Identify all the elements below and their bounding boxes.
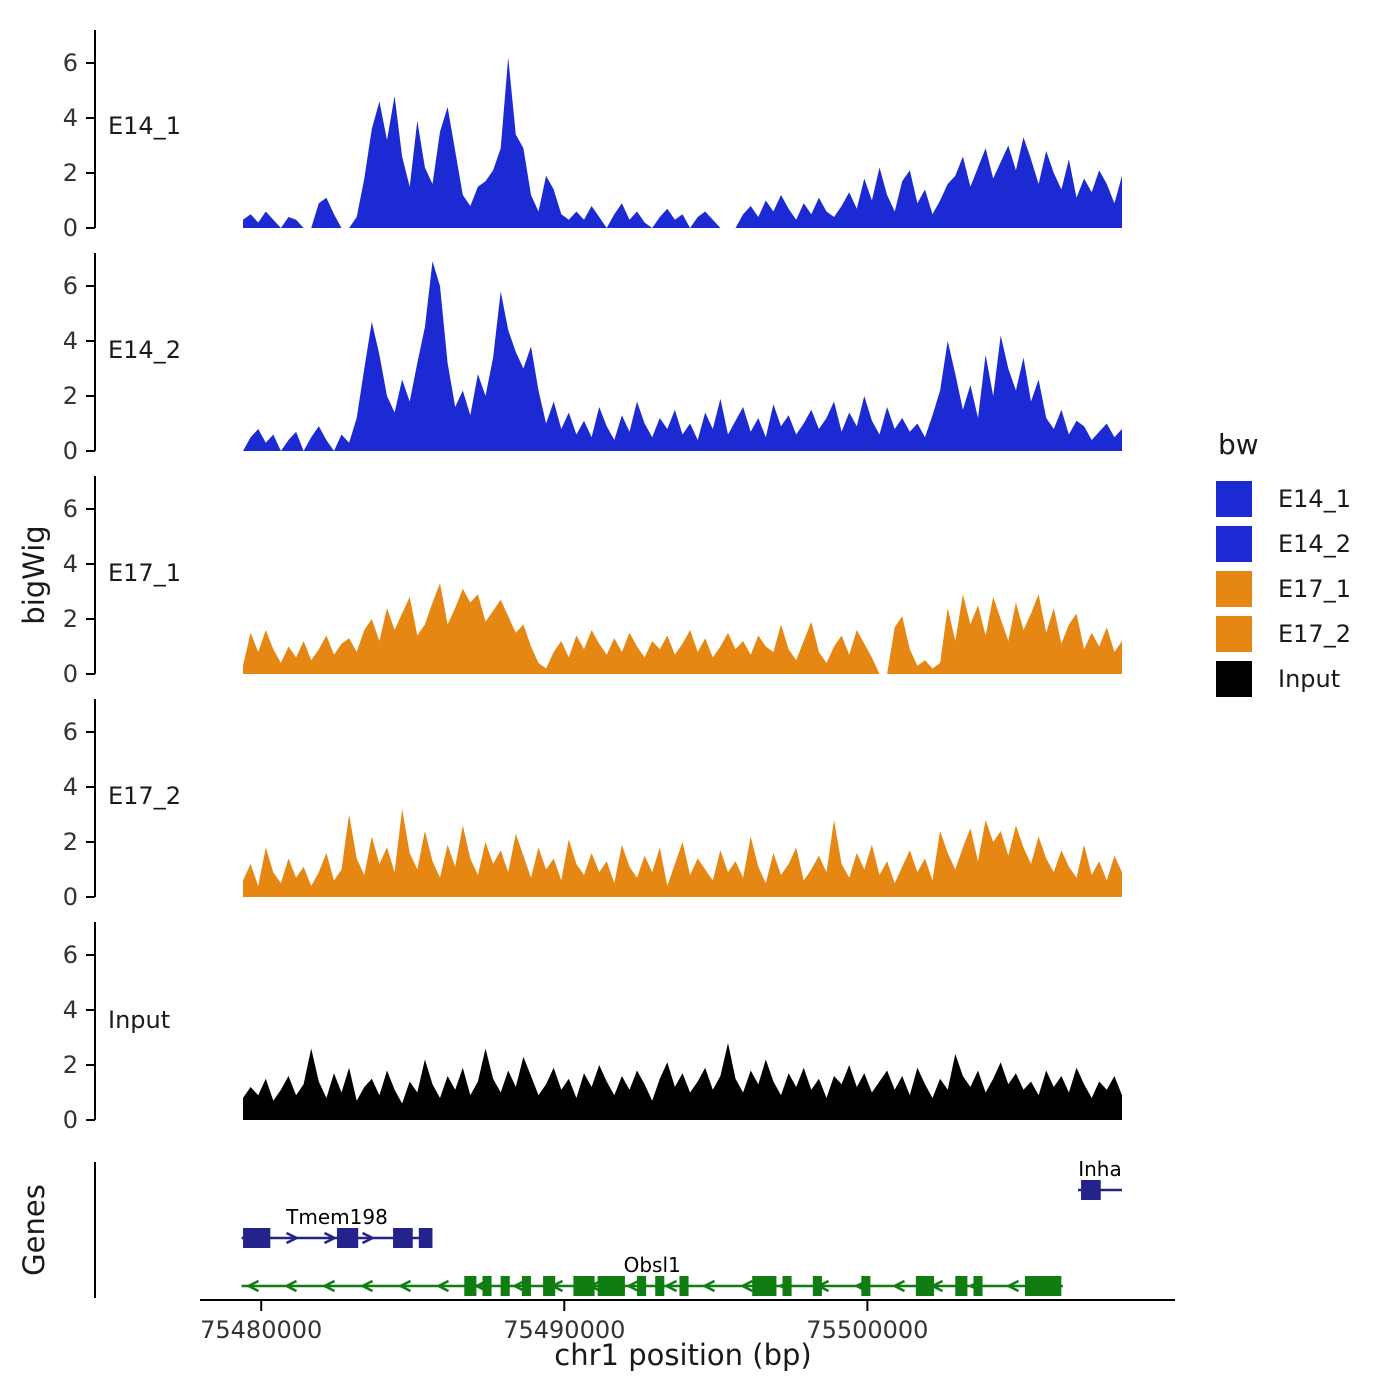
track-label-e14-2: E14_2 bbox=[108, 336, 181, 364]
y-tick-label: 4 bbox=[63, 996, 78, 1024]
strand-arrow-icon bbox=[397, 1279, 412, 1293]
strand-arrow-icon bbox=[361, 1231, 376, 1245]
gene-exon-Obsl1 bbox=[482, 1276, 492, 1296]
strand-arrow-icon bbox=[511, 1279, 526, 1293]
legend-swatch bbox=[1216, 661, 1252, 697]
gene-exon-Tmem198 bbox=[336, 1228, 359, 1248]
gene-exon-Obsl1 bbox=[464, 1276, 477, 1296]
gene-label-Inha: Inha bbox=[1078, 1157, 1122, 1181]
gene-exon-Obsl1 bbox=[679, 1276, 689, 1296]
y-tick-label: 2 bbox=[63, 828, 78, 856]
legend-swatch bbox=[1216, 481, 1252, 517]
legend-swatch bbox=[1216, 616, 1252, 652]
legend-label: E14_2 bbox=[1278, 530, 1351, 558]
y-tick-label: 0 bbox=[63, 214, 78, 242]
y-tick-label: 0 bbox=[63, 1106, 78, 1134]
gene-exon-Obsl1 bbox=[1024, 1276, 1062, 1296]
gene-exon-Obsl1 bbox=[637, 1276, 647, 1296]
x-tick-label: 75480000 bbox=[200, 1316, 322, 1344]
strand-arrow-icon bbox=[625, 1279, 640, 1293]
gene-label-Obsl1: Obsl1 bbox=[624, 1253, 681, 1277]
legend-item: E17_2 bbox=[1216, 616, 1351, 652]
gene-exon-Obsl1 bbox=[597, 1276, 625, 1296]
x-tick-label: 75490000 bbox=[503, 1316, 625, 1344]
legend-label: E17_2 bbox=[1278, 620, 1351, 648]
legend-swatch bbox=[1216, 571, 1252, 607]
genes-axis-title: Genes bbox=[17, 1184, 51, 1276]
strand-arrow-icon bbox=[323, 1231, 338, 1245]
y-tick-label: 2 bbox=[63, 605, 78, 633]
coverage-area-E14_1 bbox=[243, 57, 1122, 228]
y-tick-label: 0 bbox=[63, 437, 78, 465]
y-tick-label: 4 bbox=[63, 773, 78, 801]
legend: bw E14_1 E14_2 E17_1 E17_2 Input bbox=[1216, 428, 1351, 706]
gene-exon-Tmem198 bbox=[243, 1228, 271, 1248]
y-tick-label: 0 bbox=[63, 883, 78, 911]
gene-exon-Obsl1 bbox=[521, 1276, 531, 1296]
track-label-e14-1: E14_1 bbox=[108, 112, 181, 140]
y-tick-label: 2 bbox=[63, 1051, 78, 1079]
coverage-area-E14_2 bbox=[243, 261, 1122, 451]
gene-exon-Obsl1 bbox=[973, 1276, 983, 1296]
gene-exon-Obsl1 bbox=[812, 1276, 822, 1296]
coverage-area-E17_1 bbox=[243, 583, 1122, 674]
x-tick-label: 75500000 bbox=[806, 1316, 928, 1344]
track-label-input: Input bbox=[108, 1006, 171, 1034]
y-tick-label: 0 bbox=[63, 660, 78, 688]
strand-arrow-icon bbox=[359, 1279, 374, 1293]
legend-item: E14_2 bbox=[1216, 526, 1351, 562]
y-tick-label: 6 bbox=[63, 941, 78, 969]
strand-arrow-icon bbox=[739, 1279, 754, 1293]
y-axis-title: bigWig bbox=[17, 525, 51, 625]
y-tick-label: 6 bbox=[63, 718, 78, 746]
coverage-area-Input bbox=[243, 1043, 1122, 1120]
gene-exon-Obsl1 bbox=[955, 1276, 968, 1296]
track-label-e17-2: E17_2 bbox=[108, 782, 181, 810]
gene-exon-Tmem198 bbox=[418, 1228, 433, 1248]
gene-label-Tmem198: Tmem198 bbox=[285, 1205, 388, 1229]
legend-title: bw bbox=[1218, 428, 1259, 461]
legend-label: Input bbox=[1278, 665, 1341, 693]
strand-arrow-icon bbox=[321, 1279, 336, 1293]
track-label-e17-1: E17_1 bbox=[108, 559, 181, 587]
y-tick-label: 6 bbox=[63, 272, 78, 300]
strand-arrow-icon bbox=[285, 1231, 300, 1245]
strand-arrow-icon bbox=[435, 1279, 450, 1293]
strand-arrow-icon bbox=[701, 1279, 716, 1293]
coverage-area-E17_2 bbox=[243, 809, 1122, 897]
strand-arrow-icon bbox=[663, 1279, 678, 1293]
legend-swatch bbox=[1216, 526, 1252, 562]
gene-exon-Obsl1 bbox=[752, 1276, 777, 1296]
y-tick-label: 4 bbox=[63, 104, 78, 132]
gene-exon-Obsl1 bbox=[861, 1276, 871, 1296]
strand-arrow-icon bbox=[891, 1279, 906, 1293]
x-axis-title: chr1 position (bp) bbox=[554, 1338, 812, 1372]
gene-exon-Obsl1 bbox=[915, 1276, 935, 1296]
y-tick-label: 4 bbox=[63, 550, 78, 578]
gene-exon-Inha bbox=[1081, 1180, 1101, 1200]
strand-arrow-icon bbox=[245, 1279, 260, 1293]
legend-item: E14_1 bbox=[1216, 481, 1351, 517]
strand-arrow-icon bbox=[283, 1279, 298, 1293]
gene-exon-Obsl1 bbox=[500, 1276, 510, 1296]
y-tick-label: 2 bbox=[63, 159, 78, 187]
gene-exon-Obsl1 bbox=[573, 1276, 595, 1296]
legend-label: E14_1 bbox=[1278, 485, 1351, 513]
gene-exon-Obsl1 bbox=[655, 1276, 665, 1296]
legend-item: Input bbox=[1216, 661, 1351, 697]
gene-exon-Obsl1 bbox=[782, 1276, 792, 1296]
legend-label: E17_1 bbox=[1278, 575, 1351, 603]
y-tick-label: 6 bbox=[63, 495, 78, 523]
y-tick-label: 6 bbox=[63, 49, 78, 77]
gene-exon-Tmem198 bbox=[393, 1228, 413, 1248]
gene-exon-Obsl1 bbox=[543, 1276, 556, 1296]
y-tick-label: 2 bbox=[63, 382, 78, 410]
legend-item: E17_1 bbox=[1216, 571, 1351, 607]
strand-arrow-icon bbox=[1005, 1279, 1020, 1293]
y-tick-label: 4 bbox=[63, 327, 78, 355]
